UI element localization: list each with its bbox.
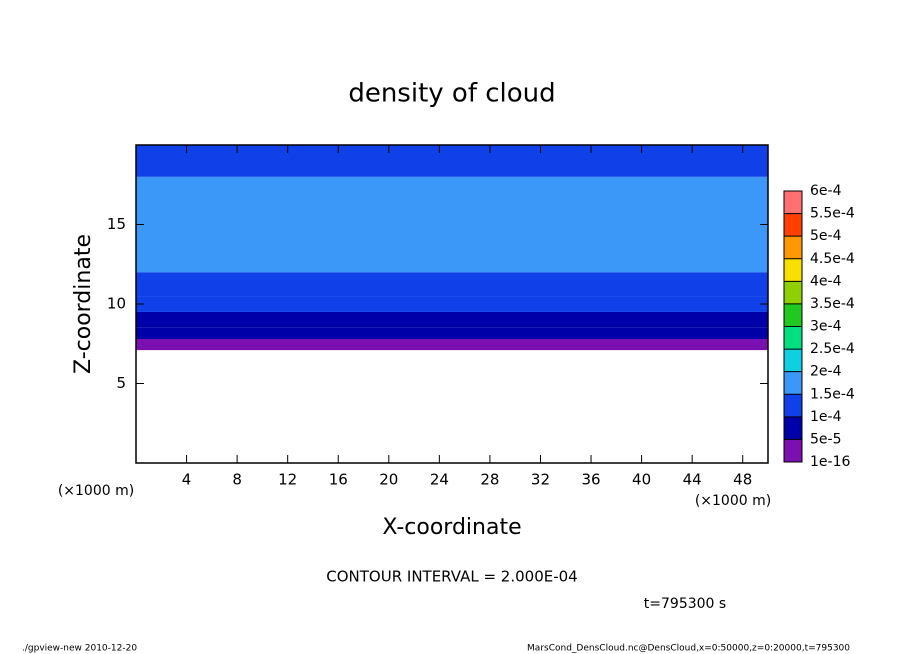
colorbar-label: 1e-16	[810, 454, 850, 470]
x-tick-label: 44	[683, 471, 702, 489]
x-tick-label: 32	[531, 471, 550, 489]
colorbar-box	[784, 258, 802, 282]
time-label: t=795300 s	[644, 596, 726, 612]
annotation: CONTOUR INTERVAL = 2.000E-04	[326, 568, 577, 586]
y-tick-label: 15	[107, 215, 126, 233]
colorbar-box	[784, 416, 802, 440]
colorbar-label: 1e-4	[810, 409, 842, 425]
y-axis-label: Z-coordinate	[71, 234, 96, 374]
colorbar-label: 5e-5	[810, 431, 841, 447]
field-band	[136, 338, 768, 351]
x-tick-label: 8	[232, 471, 242, 489]
x-tick-label: 4	[182, 471, 192, 489]
colorbar-label: 3e-4	[810, 319, 842, 335]
footer-right: MarsCond_DensCloud.nc@DensCloud,x=0:5000…	[527, 644, 850, 654]
colorbar-box	[784, 281, 802, 304]
x-tick-label: 28	[480, 471, 499, 489]
x-tick-label: 40	[632, 471, 651, 489]
colorbar-box	[784, 213, 802, 237]
colorbar-box	[784, 236, 802, 259]
chart-title: density of cloud	[348, 79, 555, 109]
x-tick-label: 24	[430, 471, 449, 489]
colorbar-label: 1.5e-4	[810, 386, 855, 402]
field-band	[136, 311, 768, 328]
colorbar-box	[784, 326, 802, 350]
colorbar-label: 4e-4	[810, 273, 842, 289]
colorbar-label: 2.5e-4	[810, 341, 855, 357]
x-tick-label: 20	[379, 471, 398, 489]
colorbar-label: 5e-4	[810, 228, 842, 244]
field-band	[136, 296, 768, 312]
x-unit-label: (×1000 m)	[58, 483, 134, 499]
x-tick-label: 36	[581, 471, 600, 489]
x-tick-label: 16	[329, 471, 348, 489]
x-tick-label: 12	[278, 471, 297, 489]
colorbar-label: 6e-4	[810, 183, 842, 199]
colorbar-box	[784, 349, 802, 372]
colorbar-label: 5.5e-4	[810, 206, 855, 222]
colorbar-box	[784, 191, 802, 214]
y-tick-label: 10	[107, 295, 126, 313]
colorbar-label: 4.5e-4	[810, 251, 855, 267]
field-band	[136, 272, 768, 297]
x-unit-label: (×1000 m)	[695, 493, 771, 509]
colorbar-box	[784, 303, 802, 327]
colorbar-box	[784, 394, 802, 417]
field-band	[136, 327, 768, 339]
field-band	[136, 176, 768, 273]
colorbar-box	[784, 371, 802, 395]
y-tick-label: 5	[116, 374, 126, 392]
colorbar-label: 2e-4	[810, 364, 842, 380]
x-axis-label: X-coordinate	[382, 515, 521, 540]
colorbar-box	[784, 439, 802, 462]
footer-left: ./gpview-new 2010-12-20	[22, 644, 137, 654]
field-band	[136, 145, 768, 177]
colorbar-label: 3.5e-4	[810, 296, 855, 312]
x-tick-label: 48	[733, 471, 752, 489]
